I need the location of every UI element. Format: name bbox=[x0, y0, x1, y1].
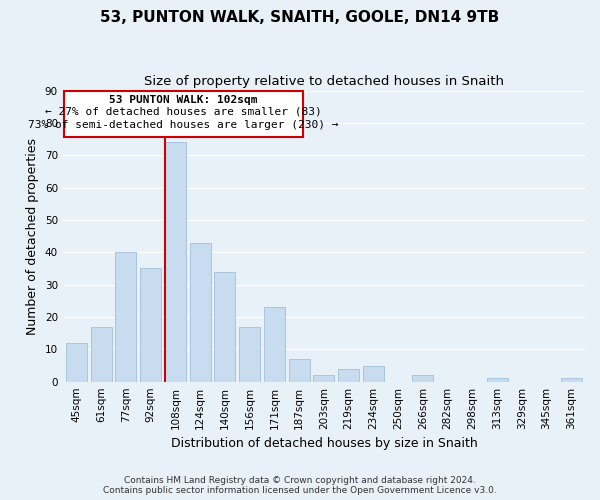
Bar bbox=[115, 252, 136, 382]
Bar bbox=[289, 359, 310, 382]
Bar bbox=[165, 142, 186, 382]
Bar bbox=[338, 368, 359, 382]
Text: 73% of semi-detached houses are larger (230) →: 73% of semi-detached houses are larger (… bbox=[28, 120, 339, 130]
Text: Contains HM Land Registry data © Crown copyright and database right 2024.
Contai: Contains HM Land Registry data © Crown c… bbox=[103, 476, 497, 495]
Bar bbox=[363, 366, 384, 382]
Text: ← 27% of detached houses are smaller (83): ← 27% of detached houses are smaller (83… bbox=[45, 106, 322, 117]
Text: 53 PUNTON WALK: 102sqm: 53 PUNTON WALK: 102sqm bbox=[109, 94, 258, 104]
Bar bbox=[561, 378, 582, 382]
Bar bbox=[239, 326, 260, 382]
Y-axis label: Number of detached properties: Number of detached properties bbox=[26, 138, 39, 334]
Title: Size of property relative to detached houses in Snaith: Size of property relative to detached ho… bbox=[144, 75, 504, 88]
Bar bbox=[313, 375, 334, 382]
Bar bbox=[140, 268, 161, 382]
Bar bbox=[91, 326, 112, 382]
Bar bbox=[190, 242, 211, 382]
Bar bbox=[487, 378, 508, 382]
Bar bbox=[66, 343, 87, 382]
Bar bbox=[264, 308, 285, 382]
Bar bbox=[214, 272, 235, 382]
Text: 53, PUNTON WALK, SNAITH, GOOLE, DN14 9TB: 53, PUNTON WALK, SNAITH, GOOLE, DN14 9TB bbox=[100, 10, 500, 25]
FancyBboxPatch shape bbox=[64, 90, 304, 138]
Bar bbox=[412, 375, 433, 382]
X-axis label: Distribution of detached houses by size in Snaith: Distribution of detached houses by size … bbox=[170, 437, 477, 450]
